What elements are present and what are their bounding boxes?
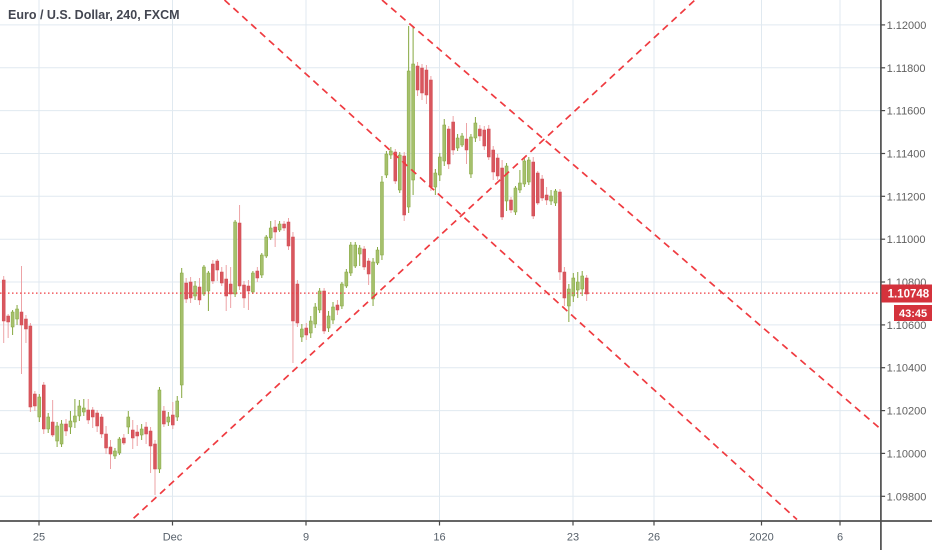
svg-text:Dec: Dec [163,532,183,544]
svg-text:1.11000: 1.11000 [887,234,926,246]
svg-text:1.10200: 1.10200 [887,406,927,418]
svg-text:1.10400: 1.10400 [887,363,927,375]
svg-text:25: 25 [33,532,45,544]
svg-text:2020: 2020 [749,532,773,544]
svg-text:6: 6 [837,532,843,544]
svg-text:23: 23 [567,532,579,544]
svg-text:1.11200: 1.11200 [887,191,926,203]
svg-text:1.09800: 1.09800 [887,491,927,503]
svg-text:1.10748: 1.10748 [888,289,930,301]
svg-text:16: 16 [433,532,445,544]
svg-text:1.11800: 1.11800 [887,63,926,75]
svg-text:1.11600: 1.11600 [887,106,926,118]
svg-text:1.12000: 1.12000 [887,20,927,32]
svg-text:1.11400: 1.11400 [887,149,926,161]
svg-text:9: 9 [303,532,309,544]
svg-text:43:45: 43:45 [899,308,927,320]
svg-text:26: 26 [648,532,660,544]
svg-text:Euro / U.S. Dollar, 240, FXCM: Euro / U.S. Dollar, 240, FXCM [8,8,180,22]
svg-text:1.10600: 1.10600 [887,320,927,332]
svg-text:1.10000: 1.10000 [887,448,927,460]
